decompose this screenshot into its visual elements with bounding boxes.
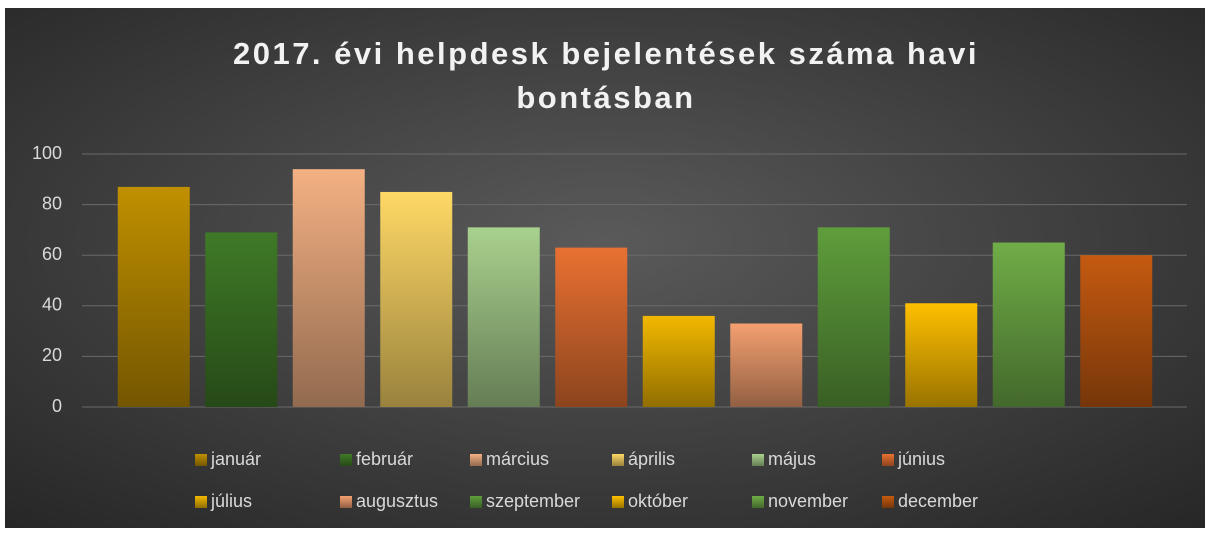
bar	[117, 186, 190, 407]
legend-swatch	[882, 454, 894, 466]
bar	[642, 315, 715, 407]
bar	[992, 242, 1065, 407]
legend-swatch	[882, 496, 894, 508]
bar	[1080, 255, 1153, 407]
legend-label: június	[897, 449, 945, 469]
bar	[467, 227, 540, 407]
legend-swatch	[340, 454, 352, 466]
bar	[292, 169, 365, 407]
legend-label: november	[768, 491, 848, 511]
bar	[380, 191, 453, 407]
legend-label: október	[628, 491, 688, 511]
y-tick-label: 0	[52, 396, 62, 416]
legend-swatch	[470, 496, 482, 508]
legend-swatch	[195, 454, 207, 466]
legend-swatch	[612, 454, 624, 466]
legend-label: április	[628, 449, 675, 469]
y-tick-label: 20	[42, 345, 62, 365]
chart-title: 2017. évi helpdesk bejelentések száma ha…	[232, 36, 980, 115]
legend-swatch	[470, 454, 482, 466]
legend-swatch	[752, 496, 764, 508]
legend-label: március	[486, 449, 549, 469]
legend-label: február	[356, 449, 413, 469]
legend-swatch	[612, 496, 624, 508]
legend-swatch	[340, 496, 352, 508]
y-tick-label: 60	[42, 244, 62, 264]
y-tick-label: 100	[32, 143, 62, 163]
bar	[905, 303, 978, 407]
y-tick-label: 80	[42, 193, 62, 213]
legend-label: augusztus	[356, 491, 438, 511]
legend-label: december	[898, 491, 978, 511]
bar	[817, 227, 890, 407]
legend-label: július	[210, 491, 252, 511]
legend-label: szeptember	[486, 491, 580, 511]
legend-label: május	[768, 449, 816, 469]
legend-label: január	[210, 449, 261, 469]
bar	[205, 232, 278, 407]
bar	[730, 323, 803, 407]
legend-swatch	[752, 454, 764, 466]
bar	[555, 247, 628, 407]
y-tick-label: 40	[42, 295, 62, 315]
legend-swatch	[195, 496, 207, 508]
